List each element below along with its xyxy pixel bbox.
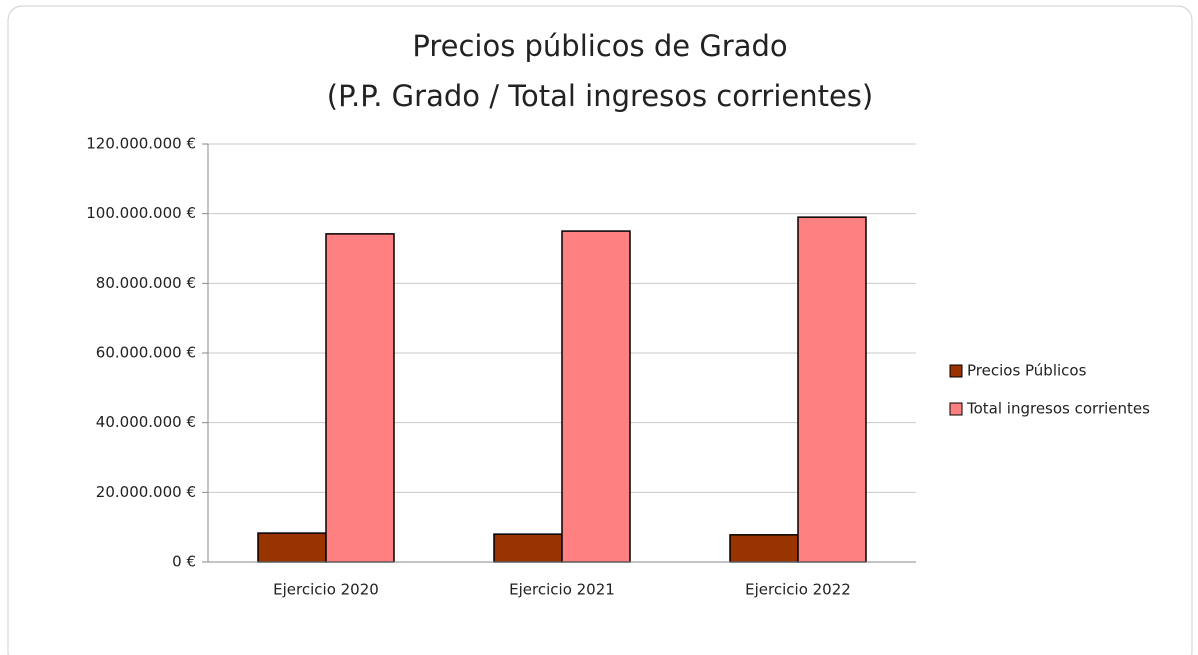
y-tick-label: 40.000.000 € bbox=[96, 413, 196, 431]
bar bbox=[493, 533, 563, 563]
bar bbox=[257, 532, 327, 563]
x-tick-label: Ejercicio 2022 bbox=[745, 581, 851, 599]
legend-label: Total ingresos corrientes bbox=[966, 400, 1150, 418]
x-tick-label: Ejercicio 2020 bbox=[273, 581, 379, 599]
legend-label: Precios Públicos bbox=[967, 362, 1087, 380]
y-tick-label: 80.000.000 € bbox=[96, 274, 196, 292]
legend-swatch bbox=[949, 402, 963, 416]
chart-subtitle: (P.P. Grado / Total ingresos corrientes) bbox=[327, 79, 873, 113]
legend-swatch bbox=[949, 364, 963, 378]
bar bbox=[325, 233, 395, 563]
y-tick-label: 120.000.000 € bbox=[86, 135, 196, 153]
y-tick-label: 60.000.000 € bbox=[96, 344, 196, 362]
y-tick-label: 0 € bbox=[172, 553, 196, 571]
bar bbox=[797, 216, 867, 563]
bar bbox=[729, 534, 799, 563]
bar bbox=[561, 230, 631, 563]
x-tick-label: Ejercicio 2021 bbox=[509, 581, 615, 599]
y-tick-label: 20.000.000 € bbox=[96, 483, 196, 501]
chart-title: Precios públicos de Grado bbox=[412, 29, 787, 63]
y-tick-label: 100.000.000 € bbox=[86, 204, 196, 222]
